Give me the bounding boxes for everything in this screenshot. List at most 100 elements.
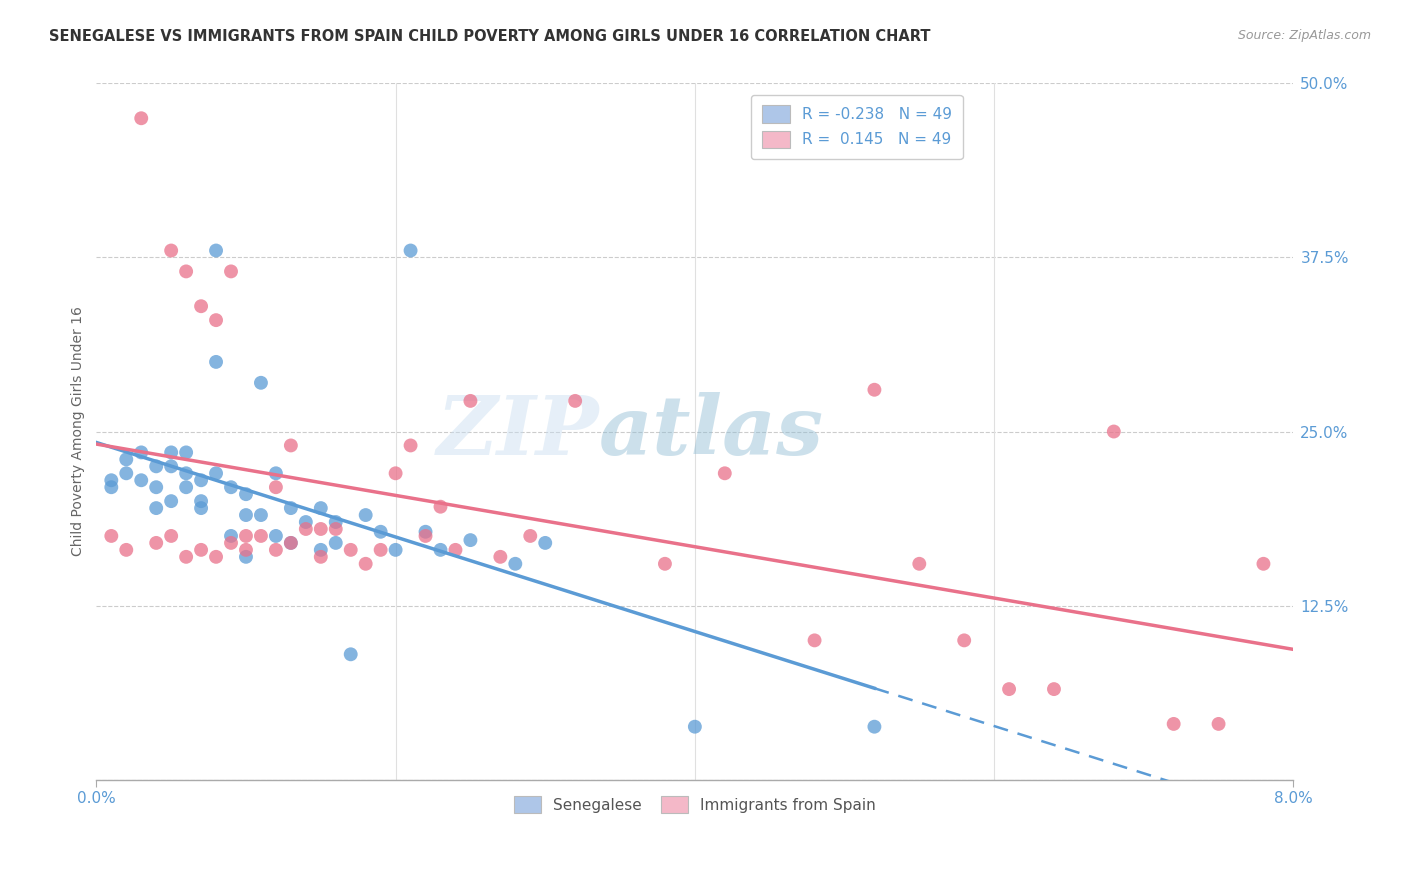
- Point: [190, 299, 212, 313]
- Point: [803, 633, 825, 648]
- Point: [100, 473, 122, 487]
- Point: [325, 522, 347, 536]
- Point: [505, 557, 527, 571]
- Point: [190, 473, 212, 487]
- Point: [174, 445, 197, 459]
- Point: [309, 549, 332, 564]
- Point: [399, 438, 422, 452]
- Point: [1253, 557, 1275, 571]
- Point: [683, 720, 706, 734]
- Point: [1208, 717, 1230, 731]
- Point: [339, 648, 361, 662]
- Point: [399, 244, 422, 258]
- Point: [205, 549, 228, 564]
- Point: [354, 508, 377, 522]
- Point: [863, 720, 886, 734]
- Point: [460, 533, 482, 548]
- Point: [100, 529, 122, 543]
- Point: [235, 529, 257, 543]
- Point: [280, 536, 302, 550]
- Point: [100, 480, 122, 494]
- Point: [1163, 717, 1185, 731]
- Point: [250, 376, 273, 390]
- Point: [264, 467, 287, 481]
- Point: [145, 501, 167, 516]
- Point: [129, 112, 152, 126]
- Legend: Senegalese, Immigrants from Spain: Senegalese, Immigrants from Spain: [503, 785, 887, 824]
- Point: [190, 542, 212, 557]
- Point: [370, 524, 392, 539]
- Point: [235, 549, 257, 564]
- Point: [519, 529, 541, 543]
- Point: [235, 487, 257, 501]
- Point: [444, 542, 467, 557]
- Point: [280, 536, 302, 550]
- Point: [863, 383, 886, 397]
- Text: SENEGALESE VS IMMIGRANTS FROM SPAIN CHILD POVERTY AMONG GIRLS UNDER 16 CORRELATI: SENEGALESE VS IMMIGRANTS FROM SPAIN CHIL…: [49, 29, 931, 44]
- Point: [160, 529, 183, 543]
- Text: ZIP: ZIP: [436, 392, 599, 472]
- Point: [264, 480, 287, 494]
- Point: [460, 393, 482, 408]
- Point: [160, 459, 183, 474]
- Point: [384, 542, 406, 557]
- Point: [280, 438, 302, 452]
- Point: [339, 542, 361, 557]
- Point: [174, 480, 197, 494]
- Point: [174, 467, 197, 481]
- Point: [190, 494, 212, 508]
- Point: [219, 264, 242, 278]
- Point: [325, 515, 347, 529]
- Point: [235, 542, 257, 557]
- Point: [250, 529, 273, 543]
- Text: atlas: atlas: [599, 392, 824, 472]
- Point: [429, 542, 451, 557]
- Point: [713, 467, 735, 481]
- Point: [1043, 682, 1066, 697]
- Point: [415, 529, 437, 543]
- Point: [160, 445, 183, 459]
- Point: [145, 459, 167, 474]
- Point: [129, 445, 152, 459]
- Point: [998, 682, 1021, 697]
- Point: [205, 467, 228, 481]
- Point: [295, 522, 318, 536]
- Point: [190, 501, 212, 516]
- Point: [145, 480, 167, 494]
- Point: [205, 244, 228, 258]
- Point: [534, 536, 557, 550]
- Point: [250, 508, 273, 522]
- Point: [264, 529, 287, 543]
- Point: [205, 355, 228, 369]
- Point: [309, 501, 332, 516]
- Point: [309, 522, 332, 536]
- Point: [115, 452, 138, 467]
- Point: [205, 313, 228, 327]
- Point: [429, 500, 451, 514]
- Point: [264, 542, 287, 557]
- Point: [654, 557, 676, 571]
- Point: [384, 467, 406, 481]
- Point: [160, 244, 183, 258]
- Point: [564, 393, 586, 408]
- Point: [953, 633, 976, 648]
- Point: [219, 529, 242, 543]
- Point: [489, 549, 512, 564]
- Point: [129, 473, 152, 487]
- Point: [1102, 425, 1125, 439]
- Point: [309, 542, 332, 557]
- Point: [145, 536, 167, 550]
- Point: [354, 557, 377, 571]
- Point: [160, 494, 183, 508]
- Text: Source: ZipAtlas.com: Source: ZipAtlas.com: [1237, 29, 1371, 42]
- Point: [325, 536, 347, 550]
- Y-axis label: Child Poverty Among Girls Under 16: Child Poverty Among Girls Under 16: [72, 307, 86, 557]
- Point: [295, 515, 318, 529]
- Point: [219, 536, 242, 550]
- Point: [370, 542, 392, 557]
- Point: [280, 501, 302, 516]
- Point: [415, 524, 437, 539]
- Point: [174, 549, 197, 564]
- Point: [115, 542, 138, 557]
- Point: [174, 264, 197, 278]
